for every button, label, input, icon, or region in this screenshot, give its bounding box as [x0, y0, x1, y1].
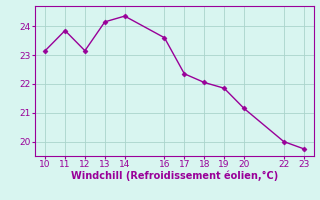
X-axis label: Windchill (Refroidissement éolien,°C): Windchill (Refroidissement éolien,°C): [71, 171, 278, 181]
